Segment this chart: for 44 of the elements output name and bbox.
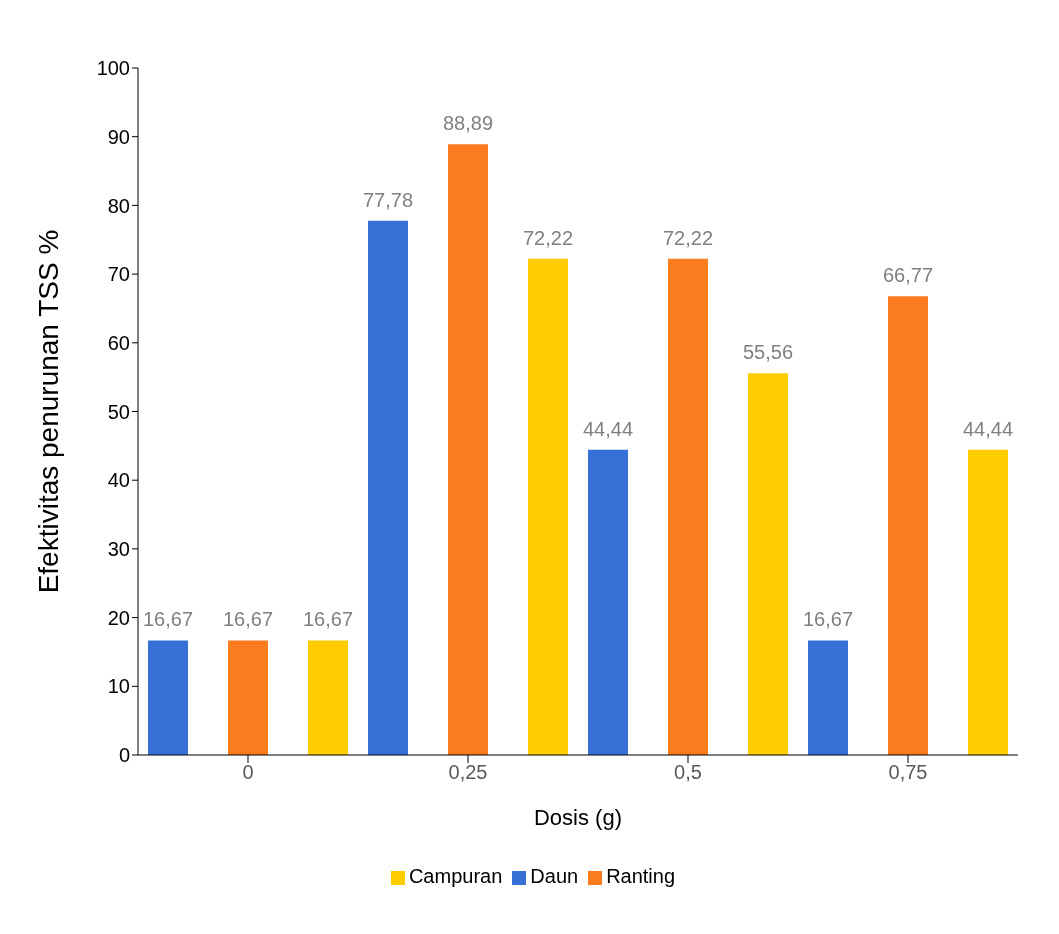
y-tick-label: 30 (107, 538, 130, 560)
legend-label: Ranting (606, 865, 676, 887)
x-tick-label: 0,75 (888, 761, 928, 784)
data-label: 44,44 (582, 417, 634, 440)
data-label: 16,67 (142, 608, 194, 631)
bar (148, 640, 188, 755)
x-tick-label: 0,5 (674, 761, 702, 784)
bar (888, 296, 928, 755)
bar (748, 373, 788, 755)
data-label: 16,67 (222, 608, 274, 631)
y-tick-label: 10 (107, 675, 130, 698)
y-tick-label: 0 (118, 744, 130, 767)
x-axis-title: Dosis (g) (533, 805, 623, 830)
bar (308, 640, 348, 755)
y-axis-title: Efektivitas penurunan TSS % (32, 229, 64, 594)
y-tick-label: 50 (107, 400, 130, 423)
y-tick-label: 90 (107, 125, 130, 148)
data-label: 72,22 (662, 226, 714, 249)
y-tick-label: 60 (107, 331, 130, 354)
x-tick-label: 0,25 (448, 761, 488, 784)
legend-label: Campuran (408, 865, 503, 887)
bar (528, 258, 568, 755)
bar (228, 640, 268, 755)
y-tick-label: 70 (107, 263, 130, 286)
data-label: 72,22 (522, 226, 574, 249)
x-tick-label: 0 (242, 761, 254, 784)
bar (448, 144, 488, 755)
bar (668, 258, 708, 755)
y-tick-label: 100 (96, 57, 130, 80)
legend-label: Daun (530, 865, 579, 887)
bar (968, 449, 1008, 755)
y-tick-label: 40 (107, 469, 130, 492)
data-label: 16,67 (802, 608, 854, 631)
data-label: 55,56 (742, 341, 794, 364)
bar (808, 640, 848, 755)
bar (588, 449, 628, 755)
y-tick-label: 20 (107, 606, 130, 629)
bar (368, 220, 408, 755)
data-label: 16,67 (302, 608, 354, 631)
data-label: 66,77 (882, 264, 934, 287)
data-label: 44,44 (962, 417, 1014, 440)
y-tick-label: 80 (107, 194, 130, 217)
data-label: 88,89 (442, 112, 494, 135)
data-label: 77,78 (362, 188, 414, 211)
